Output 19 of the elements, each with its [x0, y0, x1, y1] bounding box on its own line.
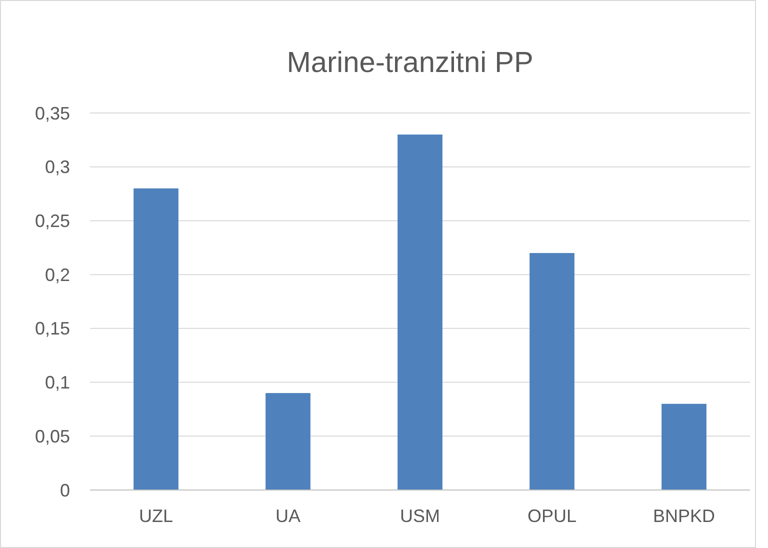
x-tick-label: OPUL — [527, 506, 577, 526]
y-tick-label: 0 — [60, 480, 70, 500]
y-tick-label: 0,1 — [44, 372, 70, 393]
x-tick-label: BNPKD — [652, 506, 716, 526]
bar — [266, 393, 310, 490]
x-tick-label: USM — [400, 506, 440, 526]
y-tick-label: 0,25 — [34, 211, 70, 232]
y-tick-label: 0,2 — [44, 264, 70, 285]
x-tick-label: UZL — [138, 506, 174, 526]
bar — [530, 253, 574, 490]
y-tick-label: 0,3 — [44, 157, 70, 178]
y-tick-label: 0,05 — [34, 426, 70, 446]
y-tick-label: 0,15 — [34, 318, 70, 339]
bar — [398, 134, 442, 490]
bar — [662, 404, 706, 490]
bar — [134, 188, 178, 490]
x-tick-label: UA — [275, 506, 301, 526]
y-tick-label: 0,35 — [34, 103, 70, 124]
chart-title: Marine-tranzitni PP — [286, 47, 534, 79]
